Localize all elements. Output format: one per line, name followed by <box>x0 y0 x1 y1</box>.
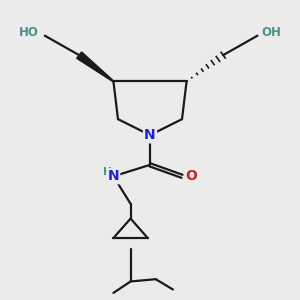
Polygon shape <box>77 52 114 82</box>
Text: N: N <box>144 128 156 142</box>
Text: O: O <box>185 169 197 183</box>
Text: H: H <box>103 167 112 177</box>
Text: N: N <box>108 169 119 183</box>
Text: HO: HO <box>19 26 39 39</box>
Text: OH: OH <box>261 26 281 39</box>
